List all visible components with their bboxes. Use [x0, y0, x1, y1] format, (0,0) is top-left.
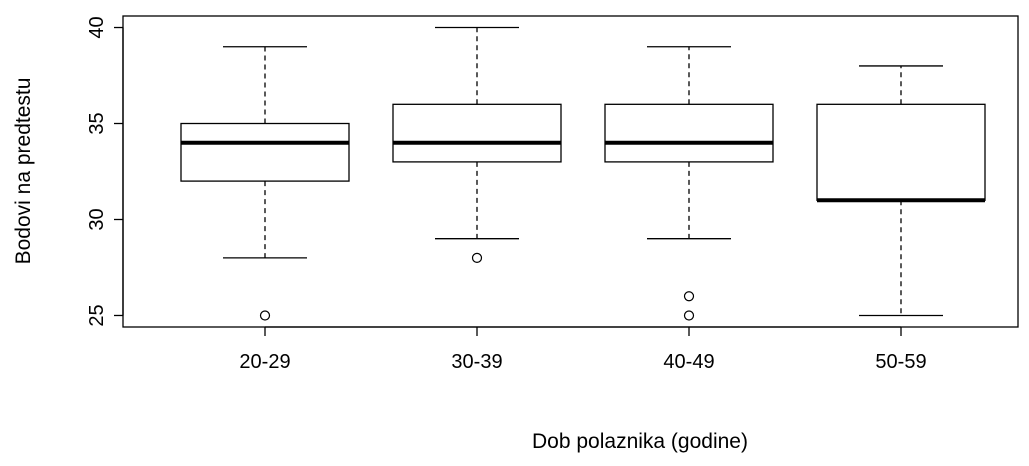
outlier-point	[471, 252, 483, 263]
y-axis: 25 30 35 40	[86, 16, 124, 327]
y-tick-label: 30	[86, 208, 108, 230]
x-tick-label: 50-59	[875, 351, 926, 373]
y-tick-label: 25	[86, 304, 108, 326]
x-tick-label: 40-49	[663, 351, 714, 373]
box-group	[392, 26, 562, 263]
box-group	[816, 65, 986, 317]
box-group	[180, 46, 350, 321]
outlier-point	[683, 310, 695, 321]
iqr-box	[604, 103, 774, 163]
x-axis-title: Dob polaznika (godine)	[532, 430, 748, 453]
box-group	[604, 46, 774, 321]
boxes	[180, 26, 986, 321]
y-tick-label: 35	[86, 112, 108, 134]
iqr-box	[180, 122, 350, 182]
iqr-box	[816, 103, 986, 201]
x-axis: 20-29 30-39 40-49 50-59	[239, 326, 927, 373]
outlier-point	[683, 291, 695, 302]
outlier-point	[259, 310, 271, 321]
x-tick-label: 20-29	[239, 351, 290, 373]
y-axis-title: Bodovi na predtestu	[12, 78, 35, 265]
y-tick-label: 40	[86, 16, 108, 38]
iqr-box	[392, 103, 562, 163]
x-tick-label: 30-39	[451, 351, 502, 373]
